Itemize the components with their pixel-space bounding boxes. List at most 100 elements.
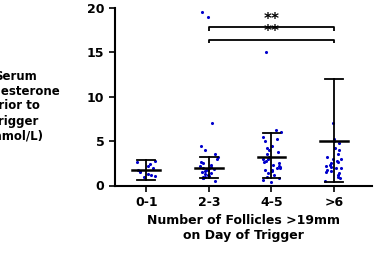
Point [331, 139, 337, 143]
Point [208, 171, 214, 175]
Point [260, 157, 266, 161]
Point [200, 175, 206, 180]
Point [273, 128, 280, 132]
Point [260, 135, 267, 139]
Point [331, 137, 337, 142]
Point [203, 168, 210, 173]
Point [262, 167, 268, 172]
Point [276, 164, 282, 168]
Point [266, 155, 272, 159]
Point [336, 171, 342, 175]
Point [265, 157, 271, 161]
Point [329, 121, 336, 125]
Point [263, 158, 269, 163]
Point [338, 166, 344, 170]
Point [272, 173, 278, 177]
Point [141, 174, 147, 179]
Point [266, 148, 272, 152]
Point [208, 163, 214, 167]
Point [145, 172, 151, 176]
Point [202, 174, 208, 179]
Point [200, 161, 206, 165]
Point [145, 164, 151, 168]
Point [137, 170, 143, 174]
Point [338, 157, 344, 161]
Point [152, 174, 158, 178]
Point [333, 166, 339, 170]
Point [211, 166, 217, 171]
Point [147, 173, 154, 177]
Point [277, 166, 283, 170]
Point [260, 178, 266, 182]
Point [273, 166, 280, 170]
Text: **: ** [264, 12, 279, 27]
Point [200, 166, 206, 170]
Point [199, 10, 205, 15]
Text: **: ** [264, 24, 279, 39]
Point [334, 158, 340, 163]
Point [262, 139, 268, 143]
Point [205, 167, 211, 172]
Point [335, 152, 341, 157]
Point [332, 146, 338, 150]
Point [336, 141, 342, 145]
Point [275, 150, 281, 154]
Point [327, 161, 334, 165]
Point [269, 168, 275, 173]
Point [200, 176, 206, 180]
Point [198, 143, 204, 148]
Text: Serum
Progesterone
prior to
Trigger
(nmol/L): Serum Progesterone prior to Trigger (nmo… [0, 69, 60, 143]
Point [202, 172, 208, 176]
Point [202, 148, 208, 152]
Point [134, 160, 140, 165]
Point [206, 166, 212, 170]
Point [265, 171, 271, 175]
Point [263, 50, 269, 54]
Point [269, 169, 275, 173]
Point [336, 148, 342, 152]
Point [212, 179, 218, 183]
Point [152, 158, 158, 163]
Point [198, 160, 204, 164]
Point [200, 174, 206, 179]
Point [276, 161, 282, 165]
Point [137, 169, 143, 173]
Point [264, 174, 270, 179]
Point [274, 137, 280, 142]
Point [205, 173, 211, 177]
Point [324, 167, 330, 172]
Point [214, 157, 220, 161]
Point [260, 160, 267, 165]
Point [199, 170, 205, 174]
Point [324, 155, 330, 159]
Point [335, 174, 341, 179]
Point [208, 165, 214, 169]
Point [277, 130, 283, 134]
Point [335, 173, 341, 177]
Point [206, 174, 212, 178]
Point [322, 179, 328, 183]
Point [270, 163, 276, 167]
X-axis label: Number of Follicles >19mm
on Day of Trigger: Number of Follicles >19mm on Day of Trig… [147, 214, 340, 242]
Point [211, 152, 218, 157]
Point [331, 157, 337, 161]
Point [268, 180, 274, 184]
Point [335, 160, 341, 165]
Point [264, 152, 270, 157]
Point [269, 143, 275, 148]
Point [323, 164, 329, 168]
Point [276, 176, 282, 180]
Point [337, 176, 343, 180]
Point [150, 166, 156, 170]
Point [209, 121, 215, 125]
Point [147, 162, 153, 166]
Point [205, 15, 211, 19]
Point [135, 167, 141, 172]
Point [328, 165, 334, 169]
Point [323, 170, 329, 174]
Point [214, 155, 221, 159]
Point [264, 146, 270, 150]
Point [328, 169, 334, 173]
Point [277, 165, 283, 169]
Point [197, 164, 203, 168]
